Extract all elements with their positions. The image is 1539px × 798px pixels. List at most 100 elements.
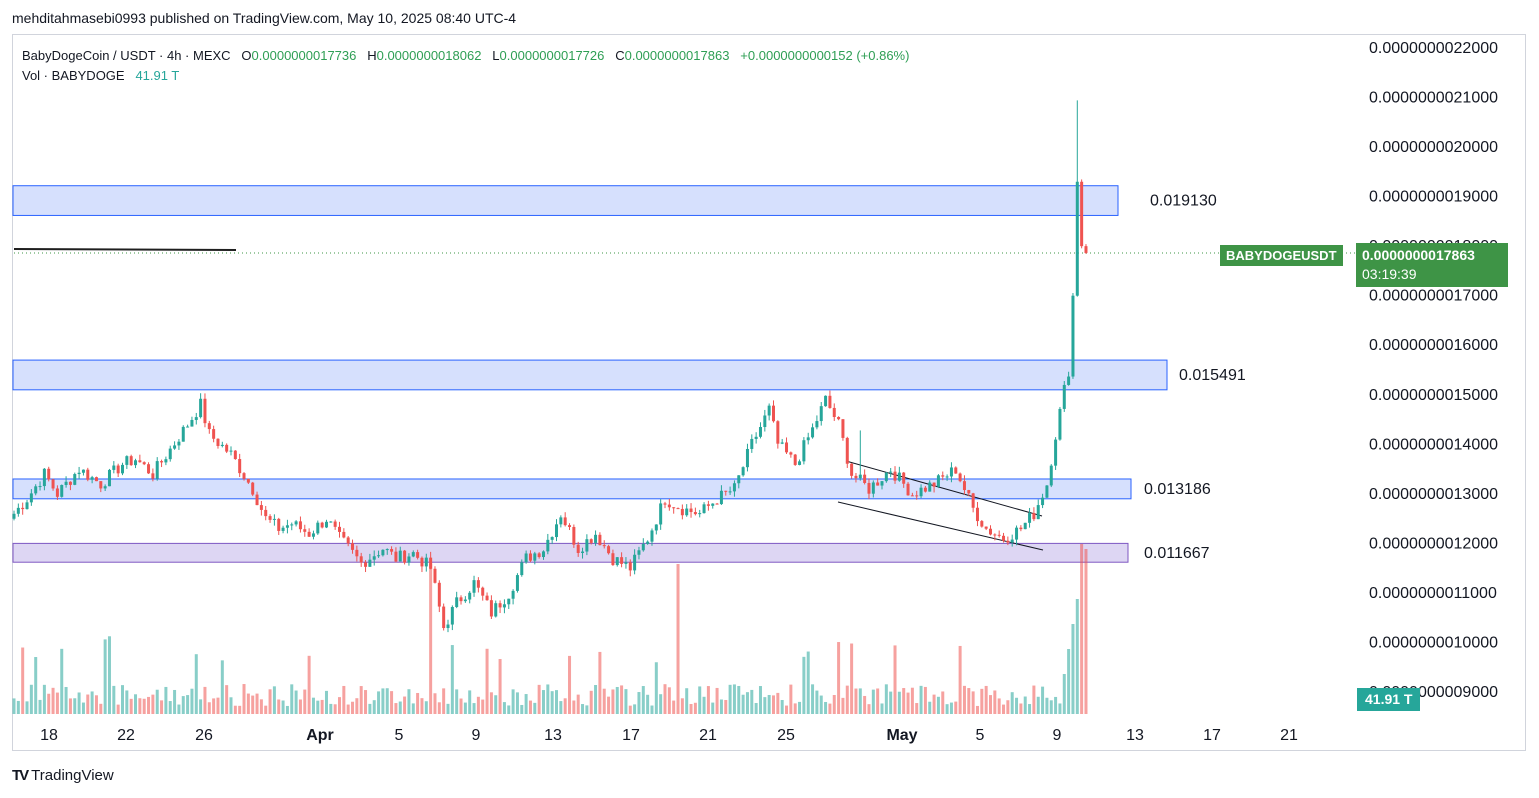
volume-bar xyxy=(450,645,454,714)
candle-body xyxy=(407,556,411,563)
candle-body xyxy=(819,406,823,422)
candle-body xyxy=(433,568,437,583)
legend-c-label: C xyxy=(615,48,625,63)
candle-body xyxy=(958,473,962,482)
volume-bar xyxy=(880,703,884,714)
volume-bar xyxy=(672,700,676,714)
volume-axis-tag: 41.91 T xyxy=(1357,688,1421,711)
volume-bar xyxy=(220,660,224,714)
x-axis-tick-label: 9 xyxy=(1053,727,1062,744)
candle-body xyxy=(481,587,485,596)
volume-bar xyxy=(307,655,311,714)
candle-body xyxy=(984,526,988,529)
candle-body xyxy=(251,482,255,495)
volume-bar xyxy=(850,643,854,714)
tradingview-logo[interactable]: TV TradingView xyxy=(12,767,114,784)
candle-body xyxy=(225,444,229,452)
volume-bar xyxy=(962,685,966,714)
candle-body xyxy=(919,487,923,497)
candle-body xyxy=(142,462,146,465)
candle-body xyxy=(975,507,979,522)
volume-bar xyxy=(568,655,572,714)
candle-body xyxy=(615,557,619,566)
volume-bar xyxy=(1067,649,1071,714)
candle-body xyxy=(1058,408,1062,440)
volume-bar xyxy=(246,693,250,714)
candle-body xyxy=(1002,535,1006,541)
candle-body xyxy=(38,486,42,488)
volume-bar xyxy=(893,645,897,714)
volume-bar xyxy=(754,703,758,714)
legend-symbol[interactable]: BabyDogeCoin / USDT · 4h · MEXC xyxy=(22,48,231,63)
volume-bar xyxy=(494,695,498,714)
volume-bar xyxy=(416,692,420,714)
candle-body xyxy=(815,421,819,428)
volume-bar xyxy=(971,691,975,714)
volume-bar xyxy=(355,698,359,714)
volume-bar xyxy=(546,684,550,714)
candle-body xyxy=(837,417,841,420)
candle-body xyxy=(134,460,138,466)
volume-bar xyxy=(455,689,459,714)
legend-volume-label[interactable]: Vol · BABYDOGE xyxy=(22,68,125,83)
candle-body xyxy=(381,549,385,556)
candle-body xyxy=(390,549,394,552)
candle-body xyxy=(77,472,81,475)
candle-body xyxy=(871,482,875,494)
trend-line-horizontal xyxy=(13,248,237,251)
volume-bar xyxy=(385,688,389,714)
volume-bar xyxy=(489,692,493,714)
volume-bar xyxy=(272,686,276,714)
y-axis-tick-label: 0.0000000019000 xyxy=(1369,189,1498,206)
candle-body xyxy=(685,508,689,516)
candle-body xyxy=(971,493,975,508)
candle-body xyxy=(103,486,107,489)
candle-body xyxy=(442,606,446,629)
volume-bar xyxy=(728,684,732,714)
candle-body xyxy=(624,562,628,564)
volume-bar xyxy=(229,697,233,714)
candle-body xyxy=(598,534,602,546)
y-axis-tick-label: 0.0000000010000 xyxy=(1369,634,1498,651)
volume-bar xyxy=(446,703,450,714)
zones-layer: 0.019130 0.015491 0.013186 0.011667 xyxy=(12,185,1246,563)
candle-body xyxy=(641,543,645,551)
volume-bar xyxy=(346,704,350,714)
candle-body xyxy=(147,464,151,474)
candle-body xyxy=(650,530,654,542)
volume-bar xyxy=(811,684,815,714)
candle-body xyxy=(55,488,59,497)
volume-bar xyxy=(177,704,181,714)
volume-bar xyxy=(1041,686,1045,714)
candle-body xyxy=(368,559,372,567)
candle-body xyxy=(294,521,298,525)
candle-body xyxy=(303,529,307,532)
volume-bar xyxy=(316,700,320,714)
volume-bar xyxy=(285,705,289,714)
volume-bar xyxy=(238,705,242,714)
candle-body xyxy=(550,537,554,540)
y-axis-tick-label: 0.0000000016000 xyxy=(1369,337,1498,354)
volume-bar xyxy=(745,692,749,714)
tradingview-logo-icon: TV xyxy=(12,767,29,784)
volume-bar xyxy=(394,703,398,714)
candle-body xyxy=(207,423,211,430)
volume-bar xyxy=(1084,549,1088,714)
candle-body xyxy=(455,597,459,608)
candle-body xyxy=(268,516,272,520)
x-axis-tick-label: 21 xyxy=(699,727,717,744)
candle-body xyxy=(160,461,164,463)
volume-bar xyxy=(142,698,146,714)
candle-body xyxy=(602,545,606,547)
volume-bar xyxy=(637,692,641,714)
candles-layer xyxy=(12,100,1088,633)
x-axis-tick-label: 13 xyxy=(1126,727,1144,744)
candle-body xyxy=(511,590,515,599)
volume-bar xyxy=(559,701,563,714)
y-axis-tick-label: 0.0000000011000 xyxy=(1369,585,1497,602)
volume-bar xyxy=(550,691,554,714)
volume-bar xyxy=(424,701,428,714)
candle-body xyxy=(364,562,368,567)
candle-body xyxy=(533,553,537,561)
